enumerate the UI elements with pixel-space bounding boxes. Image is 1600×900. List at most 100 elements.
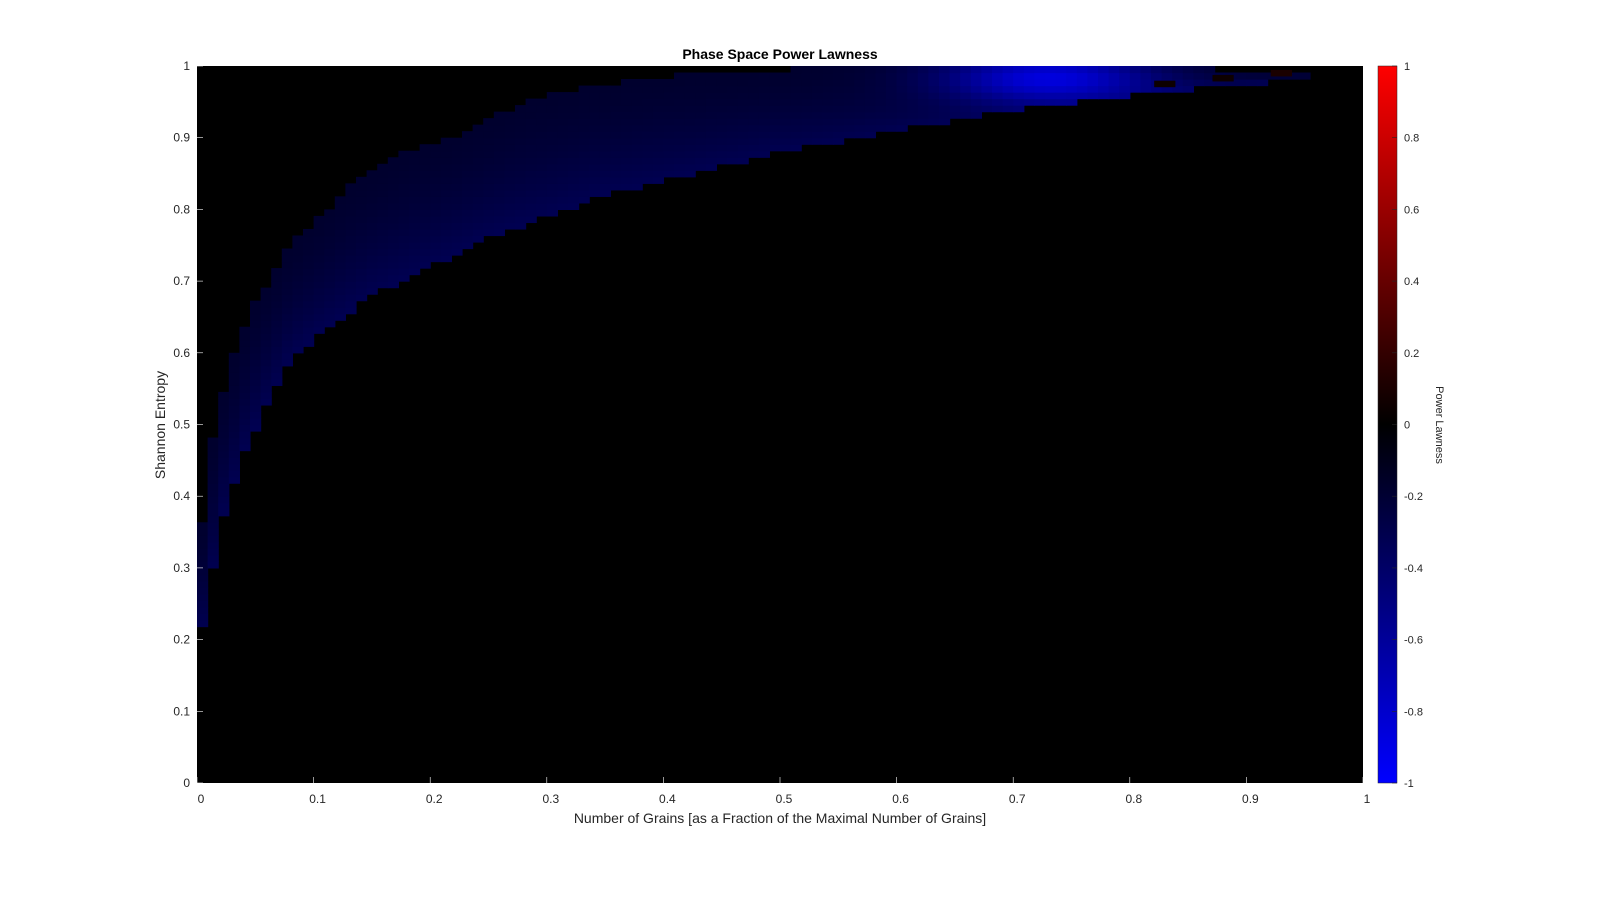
heatmap-cell bbox=[387, 209, 399, 217]
heatmap-cell bbox=[652, 79, 664, 87]
heatmap-cell bbox=[546, 176, 558, 184]
heatmap-cell bbox=[695, 85, 707, 93]
heatmap-cell bbox=[674, 144, 686, 152]
colorbar-tick-label: 1 bbox=[1404, 61, 1410, 73]
heatmap-cell bbox=[218, 398, 230, 406]
heatmap-cell bbox=[366, 248, 378, 256]
heatmap-cell bbox=[239, 359, 251, 367]
heatmap-cell bbox=[324, 261, 336, 269]
heatmap-cell bbox=[281, 320, 293, 328]
heatmap-cell bbox=[790, 144, 802, 152]
heatmap-cell bbox=[207, 502, 219, 510]
heatmap-cell bbox=[833, 124, 845, 132]
heatmap-cell bbox=[292, 274, 304, 282]
heatmap-cell bbox=[440, 189, 452, 197]
heatmap-cell bbox=[610, 157, 622, 165]
heatmap-cell bbox=[568, 105, 580, 113]
heatmap-cell bbox=[727, 137, 739, 145]
heatmap-cell bbox=[833, 111, 845, 119]
heatmap-cell bbox=[1002, 98, 1014, 106]
heatmap-cell bbox=[928, 79, 940, 87]
heatmap-cell bbox=[334, 235, 346, 243]
heatmap-cell bbox=[493, 228, 505, 237]
heatmap-cell bbox=[801, 79, 813, 87]
heatmap-cell bbox=[684, 150, 696, 158]
heatmap-cell bbox=[292, 261, 304, 269]
heatmap-cell bbox=[324, 248, 336, 256]
heatmap-cell bbox=[292, 346, 304, 354]
heatmap-cell bbox=[462, 150, 474, 158]
heatmap-cell bbox=[886, 105, 898, 113]
heatmap-cell bbox=[409, 163, 421, 171]
heatmap-cell bbox=[822, 118, 834, 126]
heatmap-cell bbox=[250, 326, 262, 334]
heatmap-cell bbox=[281, 339, 293, 347]
heatmap-cell bbox=[1066, 98, 1078, 106]
heatmap-cell bbox=[854, 118, 866, 126]
heatmap-cell bbox=[334, 274, 346, 282]
heatmap-cell bbox=[875, 92, 887, 100]
heatmap-cell bbox=[674, 163, 686, 171]
heatmap-cell bbox=[716, 92, 728, 100]
heatmap-cell bbox=[366, 261, 378, 269]
heatmap-cell bbox=[769, 72, 781, 80]
heatmap-cell bbox=[260, 385, 272, 393]
heatmap-cell bbox=[536, 170, 548, 178]
y-axis-ticks: 0 0.1 0.2 0.3 0.4 0.5 0.6 0.7 0.8 0.9 1 bbox=[173, 59, 203, 790]
heatmap-cell bbox=[324, 255, 336, 263]
heatmap-cell bbox=[440, 222, 452, 230]
heatmap-cell bbox=[536, 105, 548, 113]
heatmap-cell bbox=[864, 124, 876, 132]
heatmap-cell bbox=[1182, 66, 1194, 74]
heatmap-cell bbox=[663, 144, 675, 152]
heatmap-cell bbox=[1045, 72, 1057, 80]
heatmap-cell bbox=[292, 235, 304, 243]
heatmap-cell bbox=[790, 137, 802, 145]
heatmap-cell bbox=[642, 137, 654, 145]
heatmap-cell bbox=[207, 450, 219, 458]
heatmap-cell bbox=[769, 79, 781, 87]
heatmap-cell bbox=[578, 85, 590, 93]
heatmap-cell bbox=[218, 483, 230, 491]
heatmap-cell bbox=[992, 79, 1004, 87]
heatmap-cell bbox=[769, 105, 781, 113]
heatmap-cell bbox=[324, 235, 336, 243]
heatmap-cell bbox=[642, 176, 654, 184]
heatmap-cell bbox=[377, 281, 389, 289]
heatmap-cell bbox=[493, 111, 505, 119]
heatmap-cell bbox=[483, 150, 495, 158]
heatmap-cell bbox=[695, 92, 707, 100]
heatmap-cell bbox=[610, 105, 622, 113]
heatmap-cell bbox=[493, 118, 505, 126]
heatmap-cell bbox=[917, 105, 929, 113]
heatmap-cell bbox=[398, 202, 410, 210]
heatmap-cell bbox=[377, 215, 389, 224]
heatmap-cell bbox=[281, 287, 293, 295]
heatmap-cell bbox=[281, 261, 293, 269]
colorbar-tick-label: 0.8 bbox=[1404, 133, 1419, 145]
heatmap-cell bbox=[239, 431, 251, 439]
heatmap-cell bbox=[631, 111, 643, 119]
heatmap-cell bbox=[324, 241, 336, 250]
heatmap-cell bbox=[1023, 79, 1035, 87]
heatmap-cell bbox=[1034, 72, 1046, 80]
heatmap-cell bbox=[462, 222, 474, 230]
y-tick-label: 0.2 bbox=[173, 633, 190, 647]
heatmap-cell bbox=[281, 294, 293, 302]
heatmap-cell bbox=[324, 209, 336, 217]
heatmap-cell bbox=[875, 98, 887, 106]
heatmap-cell bbox=[250, 411, 262, 419]
heatmap-cell bbox=[303, 339, 315, 347]
heatmap-cell bbox=[493, 157, 505, 165]
heatmap-cell bbox=[356, 241, 368, 250]
heatmap-cell bbox=[621, 183, 633, 191]
heatmap-cell bbox=[271, 339, 283, 347]
heatmap-cell bbox=[504, 189, 516, 197]
heatmap-cell bbox=[387, 183, 399, 191]
heatmap-cell bbox=[949, 98, 961, 106]
heatmap-cell bbox=[250, 365, 262, 373]
heatmap-cell bbox=[970, 98, 982, 106]
heatmap-cell bbox=[472, 183, 484, 191]
heatmap-cell bbox=[387, 268, 399, 276]
heatmap-cell bbox=[652, 124, 664, 132]
